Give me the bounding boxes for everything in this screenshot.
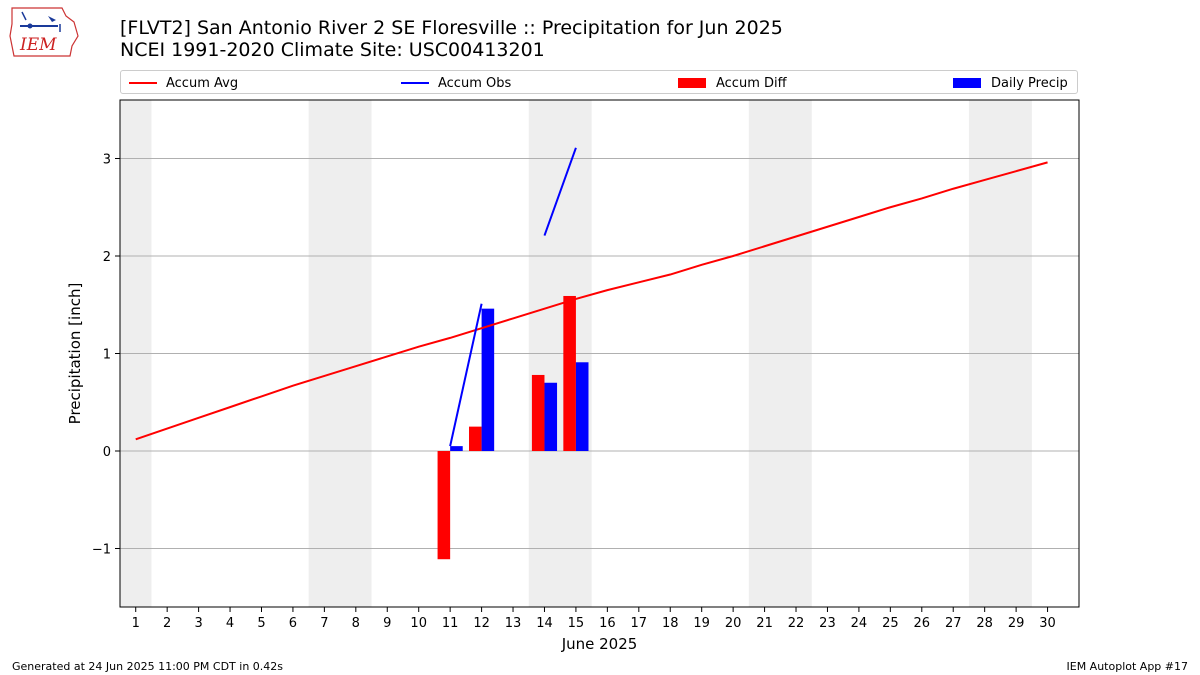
x-tick-label-10: 10 [410, 616, 427, 631]
legend-item-daily-precip: Daily Precip [953, 74, 1068, 92]
x-tick-label-30: 30 [1039, 616, 1056, 631]
x-axis-ticks: 1 2 3 4 5 6 7 8 9 10 11 12 13 14 15 16 17 18 19 20 21 22 23 24 2… [132, 607, 1056, 631]
y-tick-label-2: 1 [103, 348, 111, 363]
bar-daily-precip-14 [544, 382, 558, 451]
line-accum-obs-segment-1 [543, 147, 577, 236]
legend-swatch-accum-obs [401, 82, 429, 84]
bar-daily-precip-12 [481, 308, 495, 451]
bar-series [437, 295, 589, 560]
line-accum-avg [135, 161, 1048, 441]
y-tick-label-1: 0 [103, 445, 111, 460]
legend-item-accum-avg: Accum Avg [129, 74, 238, 92]
y-axis-label: Precipitation [inch] [66, 283, 84, 425]
legend-swatch-daily-precip [953, 78, 981, 88]
line-series [135, 147, 1048, 447]
bar-accum-diff-12 [469, 426, 482, 451]
y-gridlines [120, 158, 1079, 549]
generated-timestamp: Generated at 24 Jun 2025 11:00 PM CDT in… [12, 660, 284, 673]
logo-text: IEM [19, 35, 57, 55]
x-tick-label-20: 20 [725, 616, 742, 631]
legend-item-accum-obs: Accum Obs [401, 74, 511, 92]
x-tick-label-3: 3 [194, 616, 202, 631]
x-tick-label-24: 24 [851, 616, 868, 631]
legend-label-daily-precip: Daily Precip [991, 75, 1068, 91]
legend-item-accum-diff: Accum Diff [678, 74, 787, 92]
x-tick-label-15: 15 [568, 616, 585, 631]
x-tick-label-23: 23 [819, 616, 836, 631]
x-tick-label-28: 28 [976, 616, 993, 631]
y-tick-label-4: 3 [103, 153, 111, 168]
x-tick-label-12: 12 [473, 616, 490, 631]
bar-accum-diff-15 [563, 295, 576, 451]
app-credit: IEM Autoplot App #17 [1066, 660, 1189, 673]
x-tick-label-14: 14 [536, 616, 553, 631]
chart-subtitle: NCEI 1991-2020 Climate Site: USC00413201 [120, 39, 545, 61]
y-tick-label-0: −1 [92, 543, 111, 558]
bar-accum-diff-11 [437, 451, 451, 560]
x-tick-label-6: 6 [289, 616, 297, 631]
x-tick-label-21: 21 [756, 616, 773, 631]
x-tick-label-8: 8 [352, 616, 360, 631]
x-tick-label-7: 7 [320, 616, 328, 631]
x-tick-label-5: 5 [257, 616, 265, 631]
legend-label-accum-diff: Accum Diff [716, 75, 787, 91]
x-tick-label-16: 16 [599, 616, 616, 631]
x-tick-label-22: 22 [788, 616, 805, 631]
y-tick-label-3: 2 [103, 250, 111, 265]
x-tick-label-9: 9 [383, 616, 391, 631]
x-tick-label-27: 27 [945, 616, 962, 631]
bar-accum-diff-14 [531, 374, 545, 451]
x-tick-label-26: 26 [914, 616, 931, 631]
x-tick-label-11: 11 [442, 616, 459, 631]
x-tick-label-18: 18 [662, 616, 679, 631]
bar-daily-precip-15 [575, 362, 589, 451]
x-tick-label-19: 19 [693, 616, 710, 631]
x-tick-label-1: 1 [132, 616, 140, 631]
x-axis-label: June 2025 [561, 635, 638, 653]
line-accum-obs-segment-0 [449, 303, 483, 447]
legend-label-accum-obs: Accum Obs [438, 75, 512, 91]
chart-legend: Accum Avg Accum Obs Accum Diff Daily Pre… [120, 70, 1078, 94]
x-tick-label-4: 4 [226, 616, 234, 631]
y-axis-ticks: −1 0 1 2 3 [92, 153, 120, 558]
x-tick-label-25: 25 [882, 616, 899, 631]
legend-swatch-accum-diff [678, 78, 706, 88]
legend-swatch-accum-avg [129, 82, 157, 84]
iem-logo: IEM [8, 6, 80, 58]
x-tick-label-2: 2 [163, 616, 171, 631]
chart-title: [FLVT2] San Antonio River 2 SE Floresvil… [120, 17, 783, 39]
legend-label-accum-avg: Accum Avg [166, 75, 239, 91]
x-tick-label-13: 13 [505, 616, 522, 631]
bar-daily-precip-11 [450, 446, 463, 451]
x-tick-label-17: 17 [631, 616, 648, 631]
x-tick-label-29: 29 [1008, 616, 1025, 631]
